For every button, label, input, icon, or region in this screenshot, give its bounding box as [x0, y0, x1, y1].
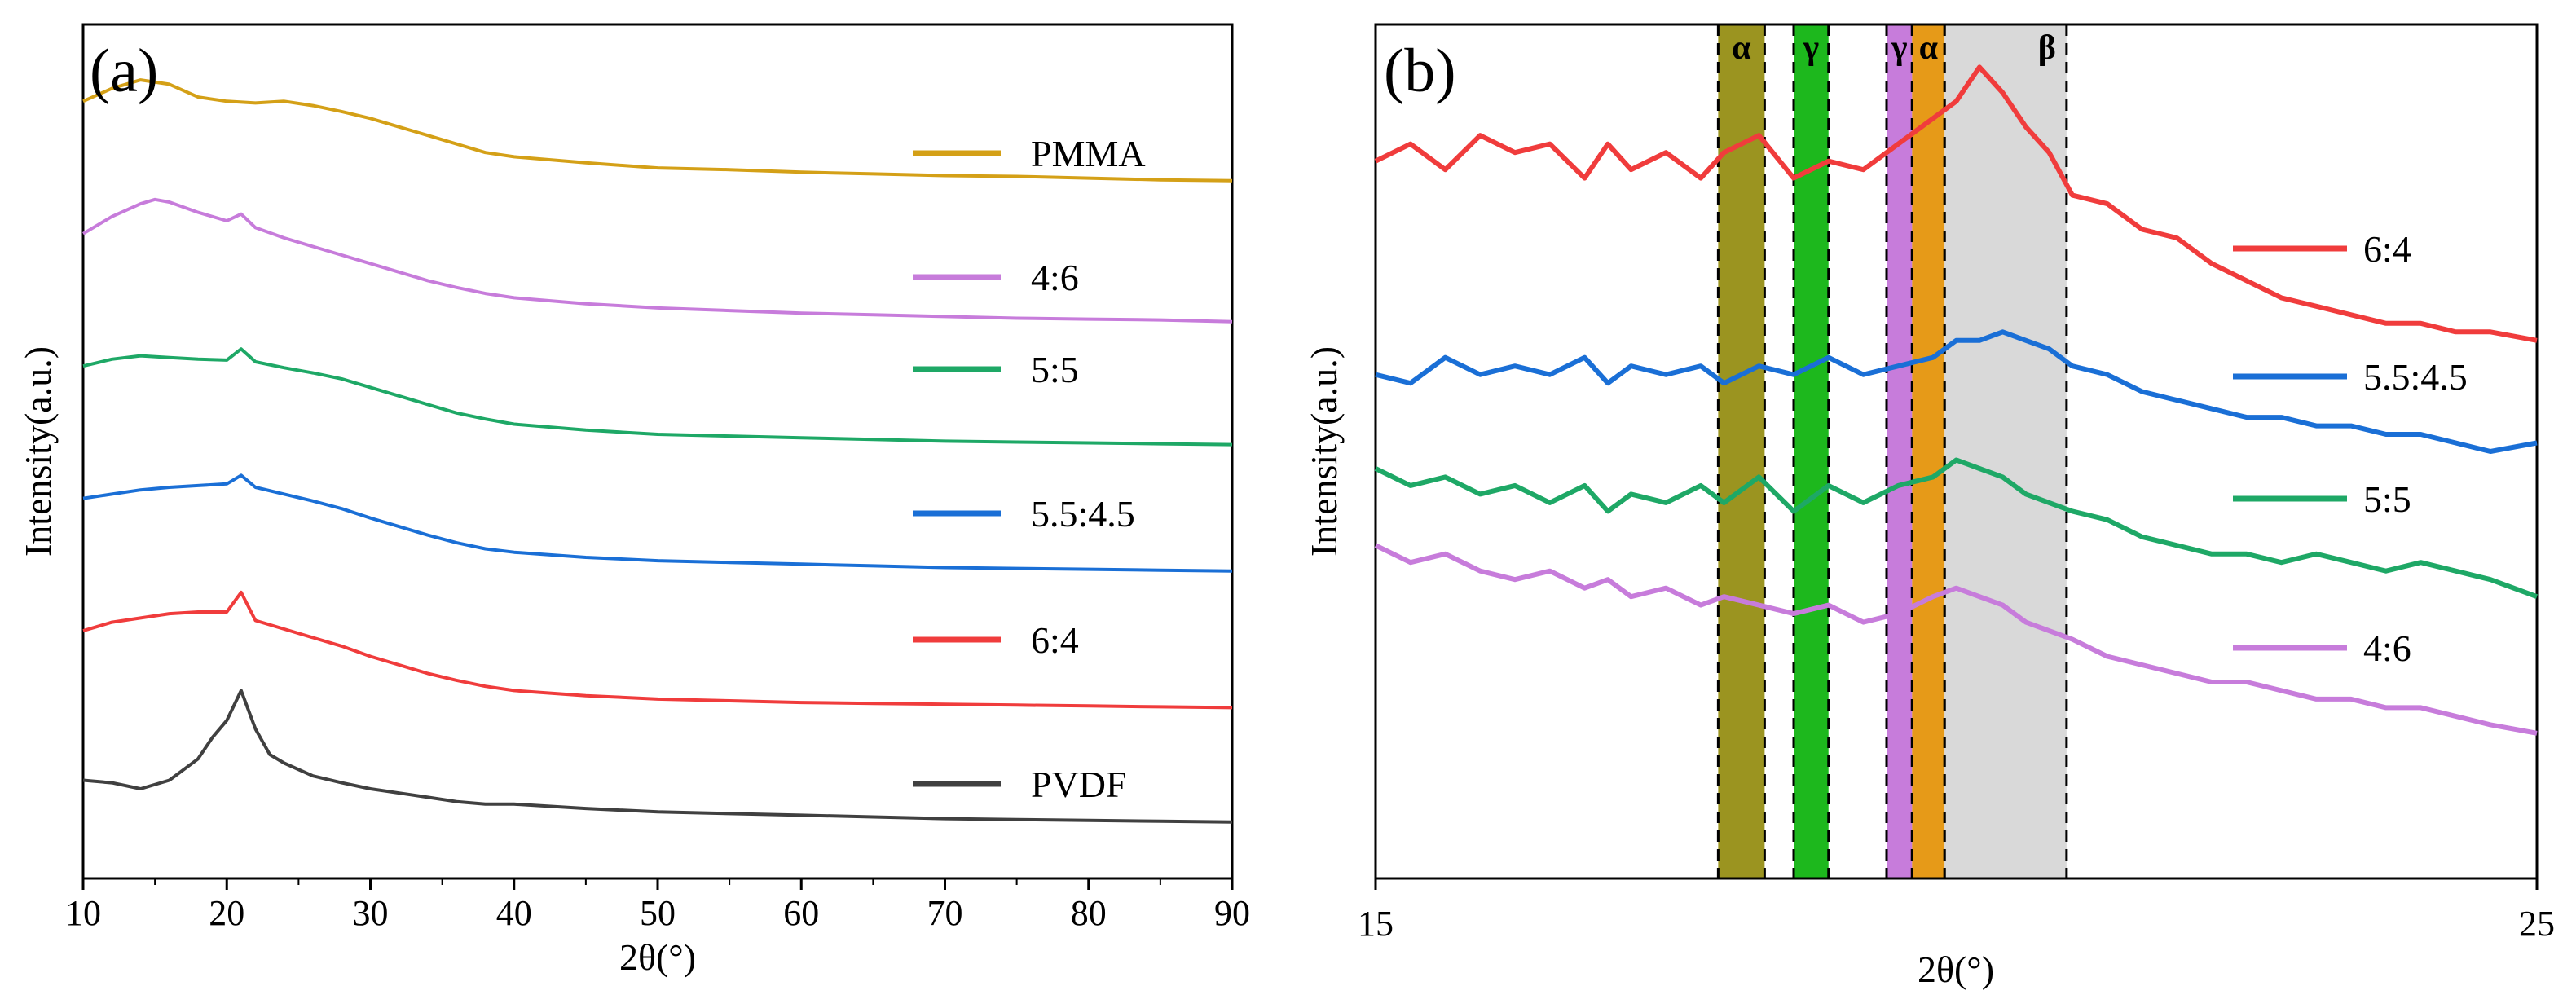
x-tick-label-60: 60 — [783, 893, 819, 933]
phase-band-0 — [1718, 24, 1765, 878]
panel-b-x-axis-title: 2θ(°) — [1918, 949, 1994, 990]
legend-label-4:6: 4:6 — [2363, 627, 2411, 669]
phase-band-label-0: α — [1732, 29, 1751, 67]
phase-band-4 — [1944, 24, 2067, 878]
series-line-5:5 — [82, 347, 1233, 447]
legend-label-4:6: 4:6 — [1031, 257, 1079, 298]
x-tick-label-90: 90 — [1214, 893, 1250, 933]
series-line-5.5:4.5 — [82, 473, 1233, 573]
x-tick-label-30: 30 — [353, 893, 389, 933]
panel-a-label: (a) — [90, 37, 158, 105]
legend-label-PMMA: PMMA — [1031, 133, 1146, 174]
legend-label-6:4: 6:4 — [2363, 228, 2411, 270]
x-tick-label-20: 20 — [209, 893, 244, 933]
panel-b-label: (b) — [1384, 37, 1456, 105]
panel-a-chart: 10 20 30 40 50 60 70 80 90 PMMA 4:6 5:5 5.5:4.5 6:4 P… — [17, 23, 1250, 978]
series-line-5.5:4.5 — [1375, 329, 2538, 454]
series-line-PMMA — [82, 78, 1233, 183]
x-tick-label-15: 15 — [1358, 904, 1394, 944]
x-tick-label-10: 10 — [65, 893, 101, 933]
x-tick-label-50: 50 — [640, 893, 676, 933]
x-tick-label-70: 70 — [927, 893, 963, 933]
series-line-6:4 — [82, 590, 1233, 710]
legend-label-5.5:4.5: 5.5:4.5 — [2363, 356, 2468, 398]
x-tick-label-80: 80 — [1071, 893, 1107, 933]
legend-label-5:5: 5:5 — [2363, 478, 2411, 520]
panel-b-y-axis-title: Intensity(a.u.) — [1303, 346, 1345, 557]
phase-band-1 — [1794, 24, 1829, 878]
phase-band-label-2: γ — [1891, 29, 1908, 67]
phase-band-2 — [1887, 24, 1913, 878]
x-tick-label-40: 40 — [496, 893, 532, 933]
panel-a-y-axis-title: Intensity(a.u.) — [17, 346, 59, 557]
phase-band-label-3: α — [1919, 29, 1939, 67]
panel-b-plot-frame — [1374, 23, 2539, 880]
legend-label-6:4: 6:4 — [1031, 619, 1079, 661]
phase-band-label-1: γ — [1803, 29, 1820, 67]
series-line-5:5 — [1374, 457, 2539, 600]
legend-label-PVDF: PVDF — [1031, 764, 1127, 805]
x-tick-label-25: 25 — [2519, 904, 2555, 944]
legend-label-5.5:4.5: 5.5:4.5 — [1031, 493, 1135, 535]
series-line-4:6 — [81, 197, 1233, 324]
series-line-PVDF — [82, 689, 1233, 824]
phase-band-3 — [1912, 24, 1945, 878]
panel-a-x-axis-title: 2θ(°) — [619, 936, 696, 978]
series-line-6:4 — [1374, 64, 2538, 343]
legend-label-5:5: 5:5 — [1031, 349, 1079, 390]
phase-band-label-4: β — [2038, 29, 2056, 67]
series-line-4:6 — [1374, 543, 2538, 736]
